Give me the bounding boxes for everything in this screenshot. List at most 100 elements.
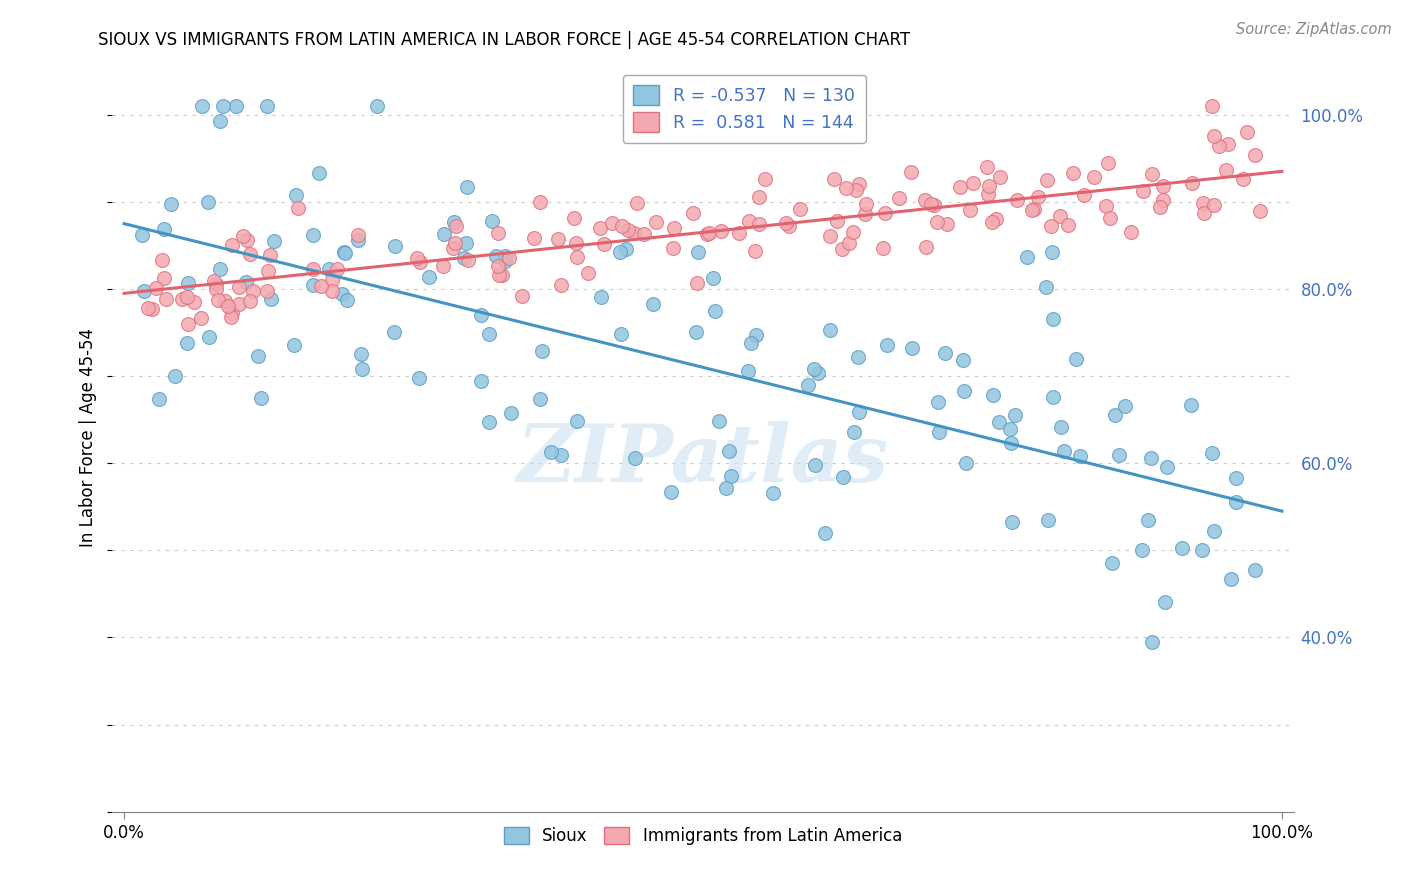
Point [235,233,257,247]
Point [221,305,243,319]
Point [1132,543,1154,558]
Point [1049,209,1071,223]
Point [1005,193,1028,207]
Point [177,317,200,331]
Point [501,406,523,420]
Point [876,338,898,352]
Point [980,215,1002,229]
Point [228,297,250,311]
Point [202,274,225,288]
Point [221,238,243,252]
Point [336,293,359,307]
Point [197,195,219,210]
Point [710,224,733,238]
Point [835,181,858,195]
Point [150,252,173,267]
Point [818,228,841,243]
Point [257,264,280,278]
Point [1140,167,1163,181]
Point [247,350,270,364]
Legend: Sioux, Immigrants from Latin America: Sioux, Immigrants from Latin America [498,821,908,852]
Point [1121,225,1143,239]
Point [512,289,534,303]
Point [283,338,305,352]
Point [915,240,938,254]
Point [803,362,825,376]
Point [523,230,546,244]
Point [531,343,554,358]
Point [789,202,811,216]
Point [382,325,405,339]
Point [1152,179,1174,194]
Point [453,252,475,266]
Point [153,270,176,285]
Point [927,394,949,409]
Point [318,261,340,276]
Point [1132,185,1154,199]
Point [259,248,281,262]
Point [1000,422,1022,436]
Point [330,287,353,301]
Point [623,226,645,240]
Point [141,301,163,316]
Text: Source: ZipAtlas.com: Source: ZipAtlas.com [1236,22,1392,37]
Point [1137,513,1160,527]
Point [256,99,278,113]
Point [1225,471,1247,485]
Point [1073,187,1095,202]
Point [301,277,323,292]
Point [1215,163,1237,178]
Point [1015,250,1038,264]
Point [478,415,501,429]
Point [797,377,820,392]
Point [591,290,613,304]
Point [443,215,465,229]
Point [207,293,229,307]
Point [955,456,977,470]
Point [219,310,242,324]
Point [727,226,749,240]
Point [814,525,837,540]
Point [335,245,357,260]
Point [754,172,776,186]
Point [326,262,349,277]
Point [1249,203,1271,218]
Point [900,165,922,179]
Point [922,198,945,212]
Point [1236,125,1258,139]
Point [1036,513,1059,527]
Point [1057,218,1080,232]
Point [1152,193,1174,207]
Point [209,261,232,276]
Point [155,292,177,306]
Point [486,259,509,273]
Point [225,99,247,113]
Point [153,221,176,235]
Point [486,226,509,240]
Point [685,325,707,339]
Point [148,392,170,407]
Point [346,227,368,242]
Point [988,169,1011,184]
Point [441,241,464,255]
Point [1202,197,1225,211]
Point [145,281,167,295]
Point [498,251,520,265]
Point [738,213,761,227]
Point [818,323,841,337]
Point [633,227,655,241]
Point [249,391,271,405]
Point [217,299,239,313]
Point [1098,211,1121,225]
Point [384,239,406,253]
Point [485,249,508,263]
Point [494,254,516,268]
Point [177,277,200,291]
Point [831,242,853,256]
Point [239,293,262,308]
Point [987,415,1010,429]
Point [1022,202,1045,216]
Point [928,425,950,440]
Point [1201,445,1223,459]
Point [432,259,454,273]
